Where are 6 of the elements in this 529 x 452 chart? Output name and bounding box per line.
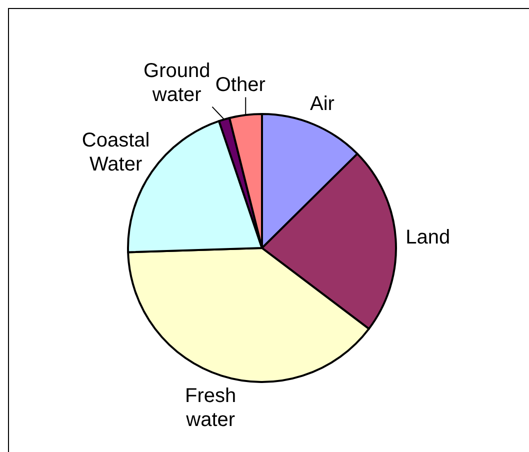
slice-label: Other [215, 74, 266, 96]
slice-label: Land [406, 226, 450, 249]
slice-label: Fresh water [185, 385, 236, 432]
slice-label: Air [310, 93, 335, 116]
slice-label: Ground water [144, 60, 210, 106]
slice-label: Coastal Water [82, 129, 150, 176]
